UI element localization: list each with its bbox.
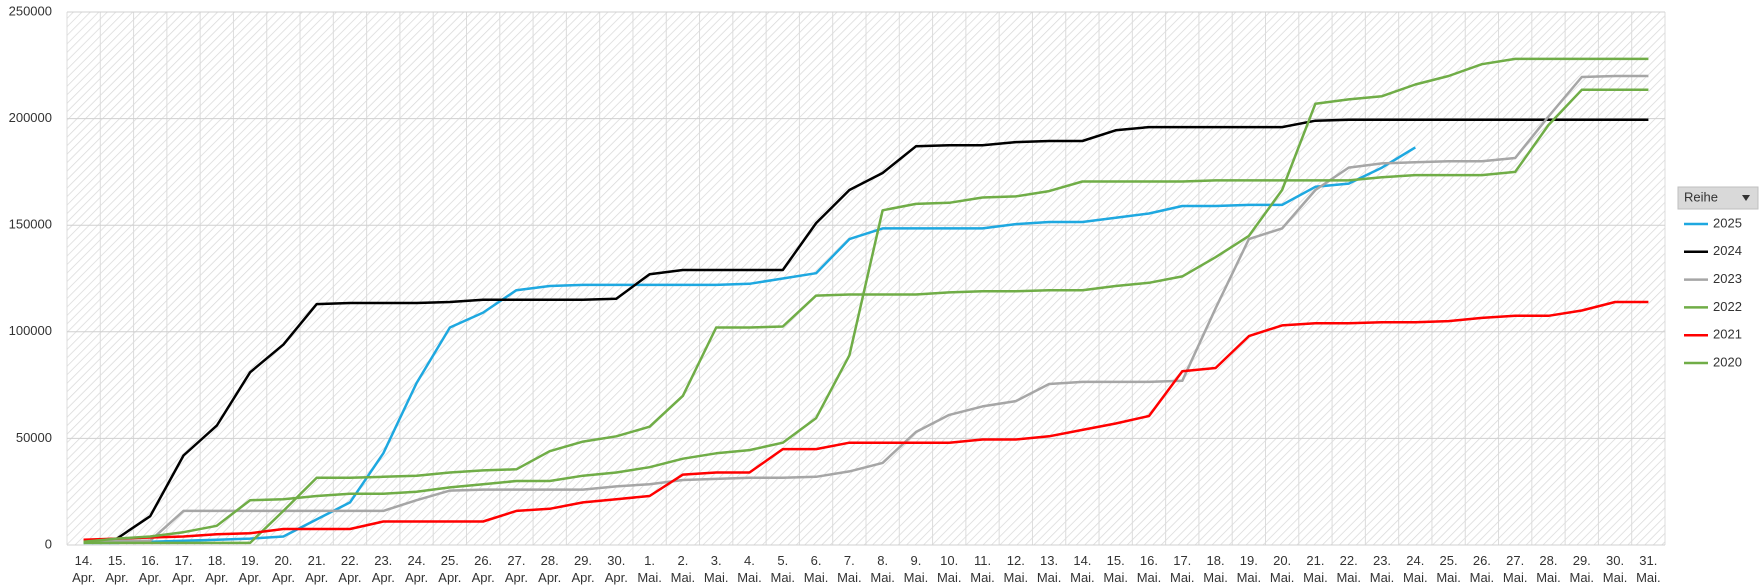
legend-label: 2024	[1713, 243, 1742, 258]
x-tick-label: 4. Mai.	[737, 553, 762, 585]
series-line	[83, 300, 1649, 541]
x-tick-label: 27. Apr.	[504, 553, 528, 585]
legend-label: 2025	[1713, 215, 1742, 230]
page: Reihe 0 50000 100000 150000 200000 250000 2025…	[8, 3, 1759, 585]
x-tick-label: 2. Mai.	[670, 553, 696, 585]
x-tick-label: 17. Apr.	[171, 553, 196, 585]
x-tick-label: 21. Mai.	[1303, 553, 1328, 585]
series-line	[83, 57, 1649, 545]
series-line	[83, 88, 1649, 544]
x-tick-label: 11. Mai.	[970, 553, 995, 585]
x-tick-label: 30. Mai.	[1602, 553, 1628, 585]
x-tick-label: 1. Mai.	[637, 553, 662, 585]
legend-label: 2021	[1713, 327, 1742, 342]
x-tick-label: 18. Apr.	[205, 553, 229, 585]
x-tick-label: 21. Apr.	[305, 553, 329, 585]
x-tick-label: 7. Mai.	[837, 553, 862, 585]
y-tick-label: 250000	[9, 3, 52, 18]
x-tick-label: 28. Apr.	[538, 553, 562, 585]
x-tick-label: 27. Mai.	[1502, 553, 1528, 585]
x-tick-label: 10. Mai.	[936, 553, 962, 585]
x-tick-label: 23. Mai.	[1369, 553, 1395, 585]
y-tick-label: 50000	[16, 430, 52, 445]
x-tick-label: 29. Mai.	[1569, 553, 1595, 585]
x-tick-label: 25. Mai.	[1436, 553, 1461, 585]
x-tick-label: 16. Apr.	[138, 553, 162, 585]
legend-label: 2023	[1713, 271, 1742, 286]
x-tick-label: 28. Mai.	[1536, 553, 1561, 585]
x-tick-label: 19. Apr.	[238, 553, 262, 585]
legend-title: Reihe	[1684, 189, 1718, 204]
x-tick-label: 22. Mai.	[1336, 553, 1361, 585]
x-tick-label: 22. Apr.	[338, 553, 362, 585]
legend-label: 2020	[1713, 354, 1742, 369]
series-line	[83, 146, 1416, 545]
series-line	[83, 74, 1649, 542]
x-tick-label: 15. Apr.	[105, 553, 129, 585]
x-tick-label: 12. Mai.	[1003, 553, 1029, 585]
x-tick-label: 14. Mai.	[1070, 553, 1095, 585]
legend-header[interactable]: Reihe	[1677, 186, 1759, 210]
legend-label: 2022	[1713, 299, 1742, 314]
x-tick-label: 25. Apr.	[438, 553, 462, 585]
x-tick-label: 20. Apr.	[271, 553, 295, 585]
x-tick-label: 17. Mai.	[1169, 553, 1195, 585]
x-tick-label: 26. Mai.	[1469, 553, 1495, 585]
x-tick-label: 9. Mai.	[903, 553, 929, 585]
x-tick-label: 14. Apr.	[72, 553, 96, 585]
x-tick-label: 26. Apr.	[471, 553, 495, 585]
x-tick-label: 30. Apr.	[604, 553, 628, 585]
x-tick-label: 15. Mai.	[1103, 553, 1128, 585]
x-tick-label: 16. Mai.	[1136, 553, 1162, 585]
x-tick-label: 19. Mai.	[1236, 553, 1262, 585]
y-tick-label: 150000	[9, 217, 52, 232]
x-tick-label: 24. Mai.	[1403, 553, 1428, 585]
x-tick-label: 24. Apr.	[405, 553, 429, 585]
series-line	[83, 118, 1649, 542]
y-tick-label: 200000	[9, 110, 52, 125]
x-tick-label: 18. Mai.	[1203, 553, 1228, 585]
y-tick-label: 100000	[9, 323, 52, 338]
chart: Reihe 0 50000 100000 150000 200000 250000 2025…	[9, 3, 1759, 551]
x-tick-label: 3. Mai.	[703, 553, 729, 585]
x-tick-label: 5. Mai.	[770, 553, 796, 585]
y-tick-label: 0	[45, 536, 52, 551]
x-tick-label: 13. Mai.	[1036, 553, 1062, 585]
x-tick-label: 29. Apr.	[571, 553, 595, 585]
x-tick-label: 23. Apr.	[371, 553, 395, 585]
x-tick-label: 20. Mai.	[1269, 553, 1295, 585]
x-tick-label: 8. Mai.	[870, 553, 895, 585]
x-tick-label: 31. Mai.	[1636, 553, 1661, 585]
x-tick-label: 6. Mai.	[803, 553, 829, 585]
